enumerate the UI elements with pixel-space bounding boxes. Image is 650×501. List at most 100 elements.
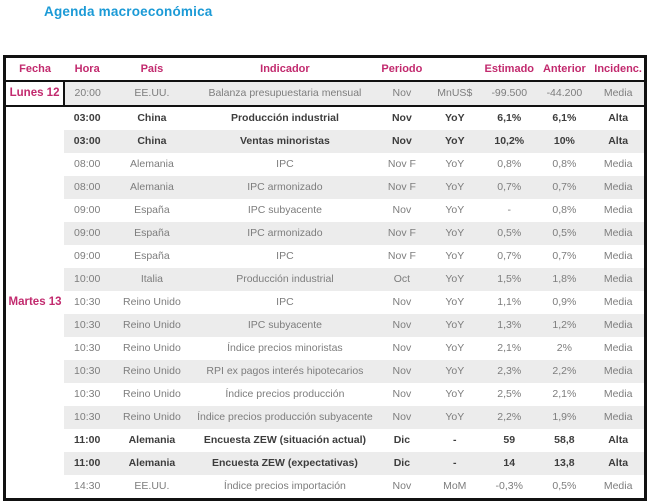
- unidad-cell: YoY: [427, 222, 483, 245]
- incidencia-cell: Media: [603, 158, 633, 170]
- periodo-cell: Nov: [376, 360, 428, 383]
- table-row: 10:30 Reino Unido Índice precios producció…: [5, 383, 646, 406]
- indicador-cell: Encuesta ZEW (expectativas): [193, 452, 377, 475]
- unidad-cell: -: [453, 434, 457, 446]
- periodo-cell: Nov: [392, 342, 412, 354]
- incidencia-cell: Media: [603, 388, 633, 400]
- column-header-estimado: Estimado: [482, 56, 537, 82]
- pais-cell: España: [134, 250, 170, 262]
- unidad-cell: YoY: [445, 204, 465, 216]
- table-row: 09:00 España IPC armonizado Nov F YoY 0,5% 0,5…: [5, 222, 646, 245]
- unidad-cell: YoY: [445, 158, 465, 170]
- anterior-cell: 13,8: [536, 452, 593, 475]
- unidad-cell: YoY: [427, 406, 483, 429]
- periodo-cell: Nov: [392, 204, 412, 216]
- incidencia-cell: Media: [592, 406, 646, 429]
- column-header-unidad: [427, 56, 483, 82]
- fecha-label: Martes 13: [4, 106, 65, 500]
- periodo-cell: Nov F: [387, 158, 416, 170]
- anterior-cell: 10%: [536, 130, 593, 153]
- table-row: 08:00 Alemania IPC Nov F YoY 0,8% 0,8% Media: [5, 153, 646, 176]
- pais-cell: Reino Unido: [110, 360, 194, 383]
- anterior-cell: 58,8: [554, 434, 575, 446]
- estimado-cell: 1,3%: [482, 314, 537, 337]
- periodo-cell: Nov F: [376, 222, 428, 245]
- agenda-table: Fecha Hora País Indicador Periodo Estima…: [3, 55, 647, 501]
- periodo-cell: Oct: [376, 268, 428, 291]
- pais-cell: Reino Unido: [110, 406, 194, 429]
- unidad-cell: YoY: [445, 388, 465, 400]
- anterior-cell: 6,1%: [552, 112, 577, 124]
- hora-cell: 10:30: [74, 342, 101, 354]
- anterior-cell: 0,7%: [552, 250, 577, 262]
- estimado-cell: 0,8%: [497, 158, 522, 170]
- indicador-cell: IPC: [276, 250, 294, 262]
- estimado-cell: 2,3%: [482, 360, 537, 383]
- table-row: 08:00 Alemania IPC armonizado Nov F YoY 0,7% 0…: [5, 176, 646, 199]
- column-header-pais: País: [110, 56, 194, 82]
- periodo-cell: Nov: [376, 314, 428, 337]
- hora-cell: 10:30: [64, 360, 111, 383]
- estimado-cell: 10,2%: [482, 130, 537, 153]
- periodo-cell: Nov: [392, 296, 412, 308]
- anterior-cell: 1,9%: [536, 406, 593, 429]
- hora-cell: 10:30: [74, 388, 101, 400]
- incidencia-cell: Media: [592, 268, 646, 291]
- table-row: 10:30 Reino Unido IPC subyacente Nov YoY 1,3%…: [5, 314, 646, 337]
- pais-cell: China: [110, 130, 194, 153]
- incidencia-cell: Media: [603, 204, 633, 216]
- periodo-cell: Nov: [392, 388, 412, 400]
- table-row: 11:00 Alemania Encuesta ZEW (situación act…: [5, 429, 646, 452]
- periodo-cell: Nov: [391, 112, 412, 124]
- pais-cell: Reino Unido: [123, 296, 181, 308]
- periodo-cell: Nov: [376, 130, 428, 153]
- anterior-cell: 0,9%: [552, 296, 577, 308]
- indicador-cell: Índice precios producción: [225, 388, 345, 400]
- estimado-cell: 14: [482, 452, 537, 475]
- pais-cell: España: [134, 204, 170, 216]
- table-row: 09:00 España IPC Nov F YoY 0,7% 0,7% Media: [5, 245, 646, 268]
- fecha-label: Lunes 12: [4, 81, 66, 106]
- incidencia-cell: Media: [603, 250, 633, 262]
- indicador-cell: IPC: [276, 158, 294, 170]
- incidencia-cell: Media: [603, 296, 633, 308]
- anterior-cell: 2,1%: [552, 388, 577, 400]
- unidad-cell: YoY: [445, 250, 465, 262]
- estimado-cell: 59: [503, 434, 516, 446]
- day-group: Martes 13 03:00 China Producción industrial…: [4, 106, 646, 500]
- hora-cell: 09:00: [64, 222, 111, 245]
- periodo-cell: Nov F: [387, 250, 416, 262]
- anterior-cell: 2%: [556, 342, 572, 354]
- hora-cell: 03:00: [73, 112, 101, 124]
- estimado-cell: 1,1%: [497, 296, 522, 308]
- estimado-cell: 2,2%: [482, 406, 537, 429]
- column-header-anterior: Anterior: [536, 56, 593, 82]
- periodo-cell: Nov: [376, 81, 428, 106]
- day-group: Lunes 12 20:00 EE.UU. Balanza presupuestari…: [4, 81, 646, 106]
- indicador-cell: IPC armonizado: [193, 222, 377, 245]
- pais-cell: China: [137, 112, 167, 124]
- table-row: Martes 13 03:00 China Producción industrial…: [4, 106, 646, 500]
- unidad-cell: YoY: [444, 112, 465, 124]
- incidencia-cell: Alta: [592, 452, 646, 475]
- unidad-cell: MnUS$: [427, 81, 483, 106]
- incidencia-cell: Media: [592, 222, 646, 245]
- periodo-cell: Dic: [376, 452, 428, 475]
- anterior-cell: 1,8%: [536, 268, 593, 291]
- indicador-cell: Producción industrial: [193, 268, 377, 291]
- periodo-cell: Nov: [392, 480, 412, 492]
- table-row: 11:00 Alemania Encuesta ZEW (expectativas)…: [5, 452, 646, 475]
- indicador-cell: RPI ex pagos interés hipotecarios: [193, 360, 377, 383]
- anterior-cell: 0,5%: [536, 222, 593, 245]
- table-row: 09:00 España IPC subyacente Nov YoY - 0,8% Medi…: [5, 199, 646, 222]
- anterior-cell: 0,8%: [552, 204, 577, 216]
- periodo-cell: Nov: [376, 406, 428, 429]
- unidad-cell: YoY: [427, 360, 483, 383]
- indicador-cell: Índice precios minoristas: [227, 342, 343, 354]
- unidad-cell: YoY: [427, 268, 483, 291]
- indicador-cell: Ventas minoristas: [193, 130, 377, 153]
- pais-cell: Alemania: [128, 434, 176, 446]
- periodo-cell: Nov F: [376, 176, 428, 199]
- column-header-indicador: Indicador: [193, 56, 377, 82]
- pais-cell: Italia: [110, 268, 194, 291]
